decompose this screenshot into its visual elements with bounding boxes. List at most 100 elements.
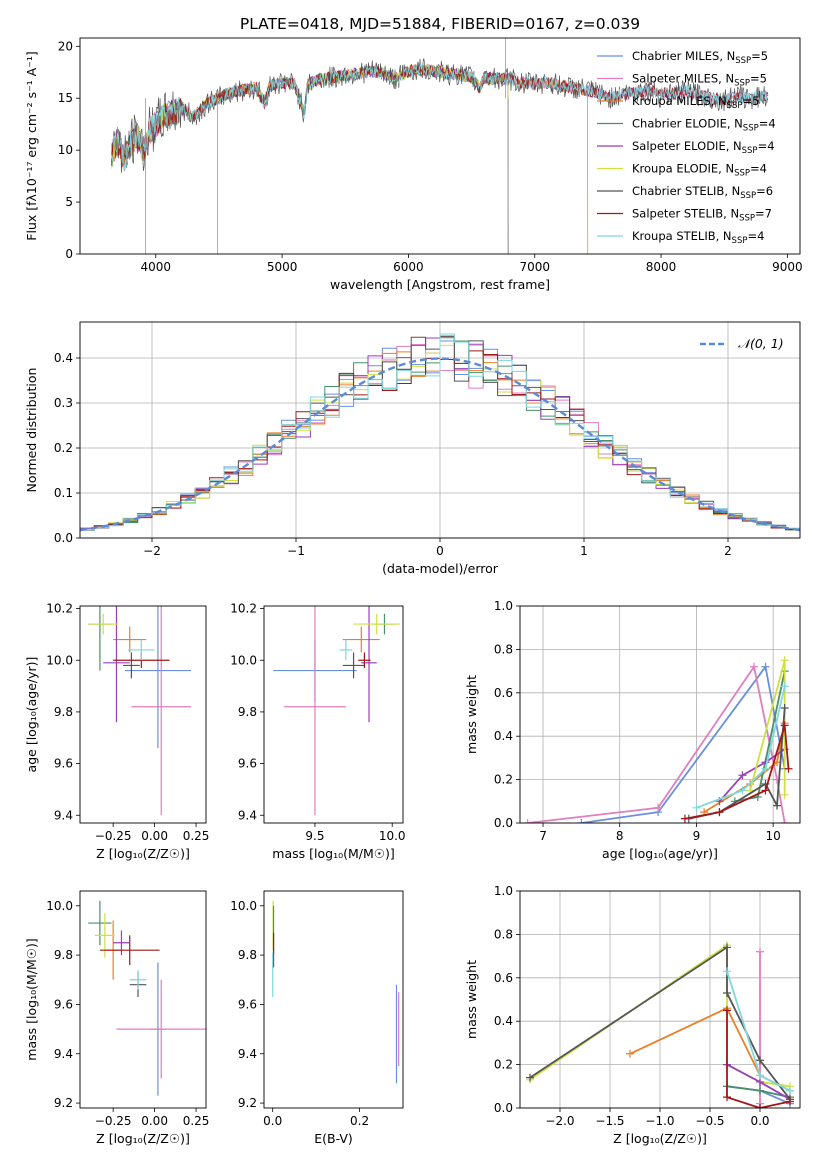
age-vs-metallicity-panel: −0.25 0.00 0.25 9.4 9.6 9.8 10.0 10.2 Z [log₁₀(Z… — [24, 602, 210, 861]
x-axis-label: wavelength [Angstrom, rest frame] — [330, 277, 550, 292]
y-tick-label: 0 — [65, 247, 73, 261]
weight-vs-metallicity-panel: −2.0 −1.5 −1.0 −0.5 0.0 0.0 0.2 0.4 0.6 0.8 1.0 Z [… — [464, 884, 801, 1146]
weight-point-marker — [626, 1049, 634, 1058]
y-axis-label: mass [log₁₀(M/M☉)] — [24, 938, 39, 1060]
y-tick-label: 10.0 — [230, 653, 257, 667]
weight-series-line — [696, 686, 786, 809]
y-tick-label: 0.3 — [54, 396, 73, 410]
weight-point-marker — [738, 786, 747, 795]
weight-point-marker — [772, 801, 781, 810]
weight-point-marker — [723, 943, 731, 952]
x-tick-label: 1 — [580, 544, 588, 558]
y-axis-label: Normed distribution — [24, 368, 39, 493]
weight-point-marker — [523, 819, 532, 823]
x-tick-label: 0 — [436, 544, 444, 558]
weight-point-marker — [780, 721, 789, 730]
y-tick-label: 10 — [58, 143, 73, 157]
legend-entry: Chabrier STELIB, NSSP=6 — [632, 184, 773, 201]
x-tick-label: 9000 — [772, 260, 803, 274]
y-tick-label: 9.4 — [238, 1047, 257, 1061]
weight-series-line — [726, 1010, 791, 1108]
weight-point-marker — [738, 771, 747, 780]
weight-point-marker — [526, 1073, 534, 1082]
x-tick-label: −2 — [143, 544, 161, 558]
x-tick-label: 9.5 — [305, 829, 324, 843]
y-tick-label: 0.0 — [494, 1101, 513, 1115]
x-tick-label: 2 — [724, 544, 732, 558]
y-tick-label: 9.6 — [54, 997, 73, 1011]
x-axis-label: Z [log₁₀(Z/Z☉)] — [96, 846, 190, 861]
y-tick-label: 20 — [58, 39, 73, 53]
y-tick-label: 9.2 — [238, 1096, 257, 1110]
x-tick-label: 0.25 — [183, 1114, 210, 1128]
y-axis-label: Flux [fλ10⁻¹⁷ erg cm⁻² s⁻¹ A⁻¹] — [24, 51, 39, 240]
weight-point-marker — [786, 1086, 794, 1095]
y-tick-label: 9.6 — [238, 757, 257, 771]
y-tick-label: 9.6 — [238, 997, 257, 1011]
weight-point-marker — [761, 786, 770, 795]
normal-curve — [79, 357, 801, 532]
x-tick-label: −1.0 — [645, 1114, 674, 1128]
x-tick-label: 8 — [616, 829, 624, 843]
legend-entry: Salpeter MILES, NSSP=5 — [632, 72, 767, 89]
weight-point-marker — [577, 819, 586, 823]
y-tick-label: 9.4 — [54, 1047, 73, 1061]
x-axis-label: (data-model)/error — [382, 561, 499, 576]
y-axis-label: mass weight — [464, 675, 479, 754]
weight-point-marker — [654, 803, 663, 812]
legend-entry: Kroupa STELIB, NSSP=4 — [632, 229, 764, 246]
y-tick-label: 0.2 — [494, 1058, 513, 1072]
weight-point-marker — [780, 656, 789, 665]
x-tick-label: 0.2 — [350, 1114, 369, 1128]
spectrum-panel: 4000 5000 6000 7000 8000 9000 0 5 10 15 20 waveleng… — [24, 37, 803, 292]
weight-point-marker — [715, 808, 724, 817]
age-vs-mass-panel: 9.5 10.0 9.4 9.6 9.8 10.0 10.2 mass [log₁₀(M/M☉… — [230, 602, 406, 861]
y-tick-label: 15 — [58, 91, 73, 105]
y-axis-label: age [log₁₀(age/yr)] — [24, 657, 39, 773]
x-axis-label: age [log₁₀(age/yr)] — [602, 846, 718, 861]
y-tick-label: 0.4 — [54, 351, 73, 365]
x-tick-label: 4000 — [141, 260, 172, 274]
weight-point-marker — [723, 988, 731, 997]
x-tick-label: 7000 — [519, 260, 550, 274]
axes-frame — [263, 890, 404, 1109]
x-tick-label: 6000 — [393, 260, 424, 274]
spectrum-series-line — [111, 63, 769, 171]
x-tick-label: 10 — [766, 829, 781, 843]
weight-point-marker — [756, 1086, 764, 1095]
legend-entry: Chabrier ELODIE, NSSP=4 — [632, 117, 776, 134]
x-tick-label: 0.25 — [183, 829, 210, 843]
weight-point-marker — [786, 1097, 794, 1106]
x-axis-label: Z [log₁₀(Z/Z☉)] — [96, 1131, 190, 1146]
x-tick-label: −0.5 — [695, 1114, 724, 1128]
legend-entry: Kroupa ELODIE, NSSP=4 — [632, 162, 767, 179]
x-tick-label: −1 — [287, 544, 305, 558]
x-tick-label: 9 — [693, 829, 701, 843]
x-tick-label: 0.0 — [263, 1114, 282, 1128]
legend-entry: Salpeter STELIB, NSSP=7 — [632, 207, 772, 224]
x-tick-label: −0.25 — [95, 1114, 132, 1128]
y-tick-label: 9.8 — [238, 948, 257, 962]
legend-entry: Salpeter ELODIE, NSSP=4 — [632, 139, 775, 156]
weight-point-marker — [784, 764, 793, 773]
weight-point-marker — [723, 967, 731, 976]
histogram-series — [80, 333, 800, 533]
weight-point-marker — [780, 819, 789, 823]
weight-point-marker — [756, 1056, 764, 1065]
legend-entry: 𝒩(0, 1) — [738, 336, 784, 351]
y-tick-label: 10.2 — [230, 602, 257, 616]
y-tick-label: 9.6 — [54, 757, 73, 771]
x-axis-label: mass [log₁₀(M/M☉)] — [272, 846, 394, 861]
y-tick-label: 10.2 — [46, 602, 73, 616]
axes-frame — [79, 37, 801, 255]
y-tick-label: 0.4 — [494, 1014, 513, 1028]
x-axis-label: E(B-V) — [314, 1131, 353, 1146]
x-tick-label: 7 — [539, 829, 547, 843]
x-tick-label: 10.0 — [379, 829, 406, 843]
axes-frame — [519, 890, 801, 1109]
y-tick-label: 1.0 — [494, 599, 513, 613]
y-tick-label: 10.0 — [230, 899, 257, 913]
y-tick-label: 0.0 — [54, 531, 73, 545]
x-tick-label: −1.5 — [595, 1114, 624, 1128]
